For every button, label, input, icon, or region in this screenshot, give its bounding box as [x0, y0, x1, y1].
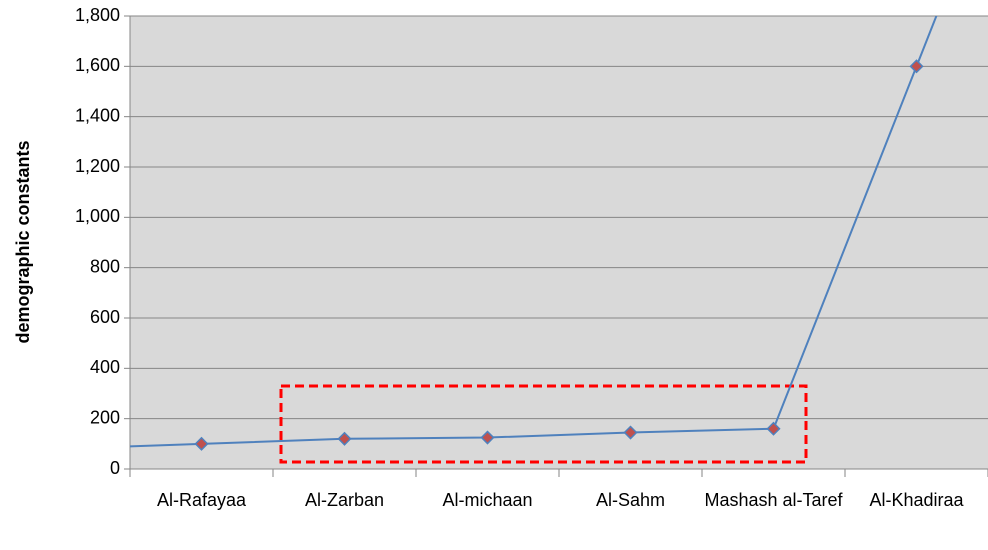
highlight-box: [279, 384, 808, 464]
plot-area: [130, 16, 988, 469]
marker: [623, 425, 638, 440]
y-tick-label: 400: [90, 357, 120, 377]
x-tick-label: Al-Khadiraa: [869, 490, 964, 510]
series: [130, 16, 938, 448]
line: [201, 65, 918, 445]
y-tick-label: 800: [90, 256, 120, 276]
marker: [194, 436, 209, 451]
y-tick-label: 1,000: [75, 206, 120, 226]
x-tick-label: Mashash al-Taref: [704, 490, 843, 510]
y-tick-label: 1,400: [75, 105, 120, 125]
x-tick-label: Al-michaan: [442, 490, 533, 510]
x-tick-label: Al-Sahm: [595, 490, 666, 510]
y-tick-label: 600: [90, 307, 120, 327]
y-tick-label: 1,800: [75, 5, 120, 25]
line-extension: [915, 16, 938, 67]
line-extension: [130, 442, 202, 448]
y-tick-label: 1,600: [75, 55, 120, 75]
marker: [909, 59, 924, 74]
x-tick-label: Al-Zarban: [304, 490, 385, 510]
x-tick-label: Al-Rafayaa: [156, 490, 247, 510]
marker: [480, 430, 495, 445]
marker: [337, 431, 352, 446]
y-tick-label: 0: [110, 458, 120, 478]
y-axis-label: demographic constants: [13, 140, 33, 343]
marker: [766, 421, 781, 436]
y-tick-label: 200: [90, 407, 120, 427]
y-tick-label: 1,200: [75, 156, 120, 176]
